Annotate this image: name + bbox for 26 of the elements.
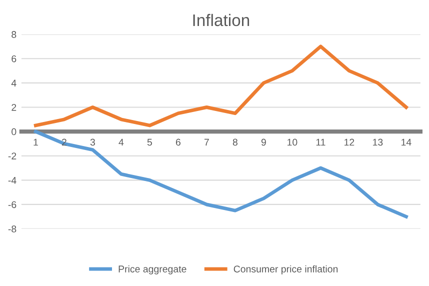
- x-tick-label: 8: [232, 138, 238, 146]
- x-tick-label: 14: [402, 138, 412, 146]
- x-tick-label: 1: [34, 138, 38, 146]
- x-tick-label: 7: [204, 138, 209, 146]
- chart-title: Inflation: [193, 14, 250, 26]
- x-tick-label: 12: [344, 138, 354, 146]
- x-tick-label: 11: [316, 138, 326, 146]
- y-tick-label: -8: [8, 226, 16, 232]
- legend-label: Consumer price inflation: [234, 265, 338, 274]
- x-tick-label: 5: [147, 138, 152, 146]
- x-tick-label: 3: [90, 138, 95, 146]
- y-tick-label: -4: [8, 177, 16, 184]
- x-tick-label: 10: [288, 138, 298, 146]
- legend-label: Price aggregate: [118, 265, 186, 274]
- y-tick-label: 2: [12, 104, 16, 111]
- x-tick-label: 13: [373, 138, 383, 146]
- y-tick-label: -6: [8, 201, 16, 208]
- y-tick-label: 4: [11, 80, 16, 86]
- y-tick-label: 6: [12, 55, 16, 62]
- y-tick-label: 8: [12, 31, 16, 38]
- x-tick-label: 4: [118, 138, 124, 146]
- y-tick-label: -2: [8, 152, 16, 160]
- y-tick-label: 0: [12, 128, 16, 136]
- x-tick-label: 6: [176, 138, 180, 146]
- x-tick-label: 9: [261, 138, 266, 146]
- line-series: [34, 44, 408, 128]
